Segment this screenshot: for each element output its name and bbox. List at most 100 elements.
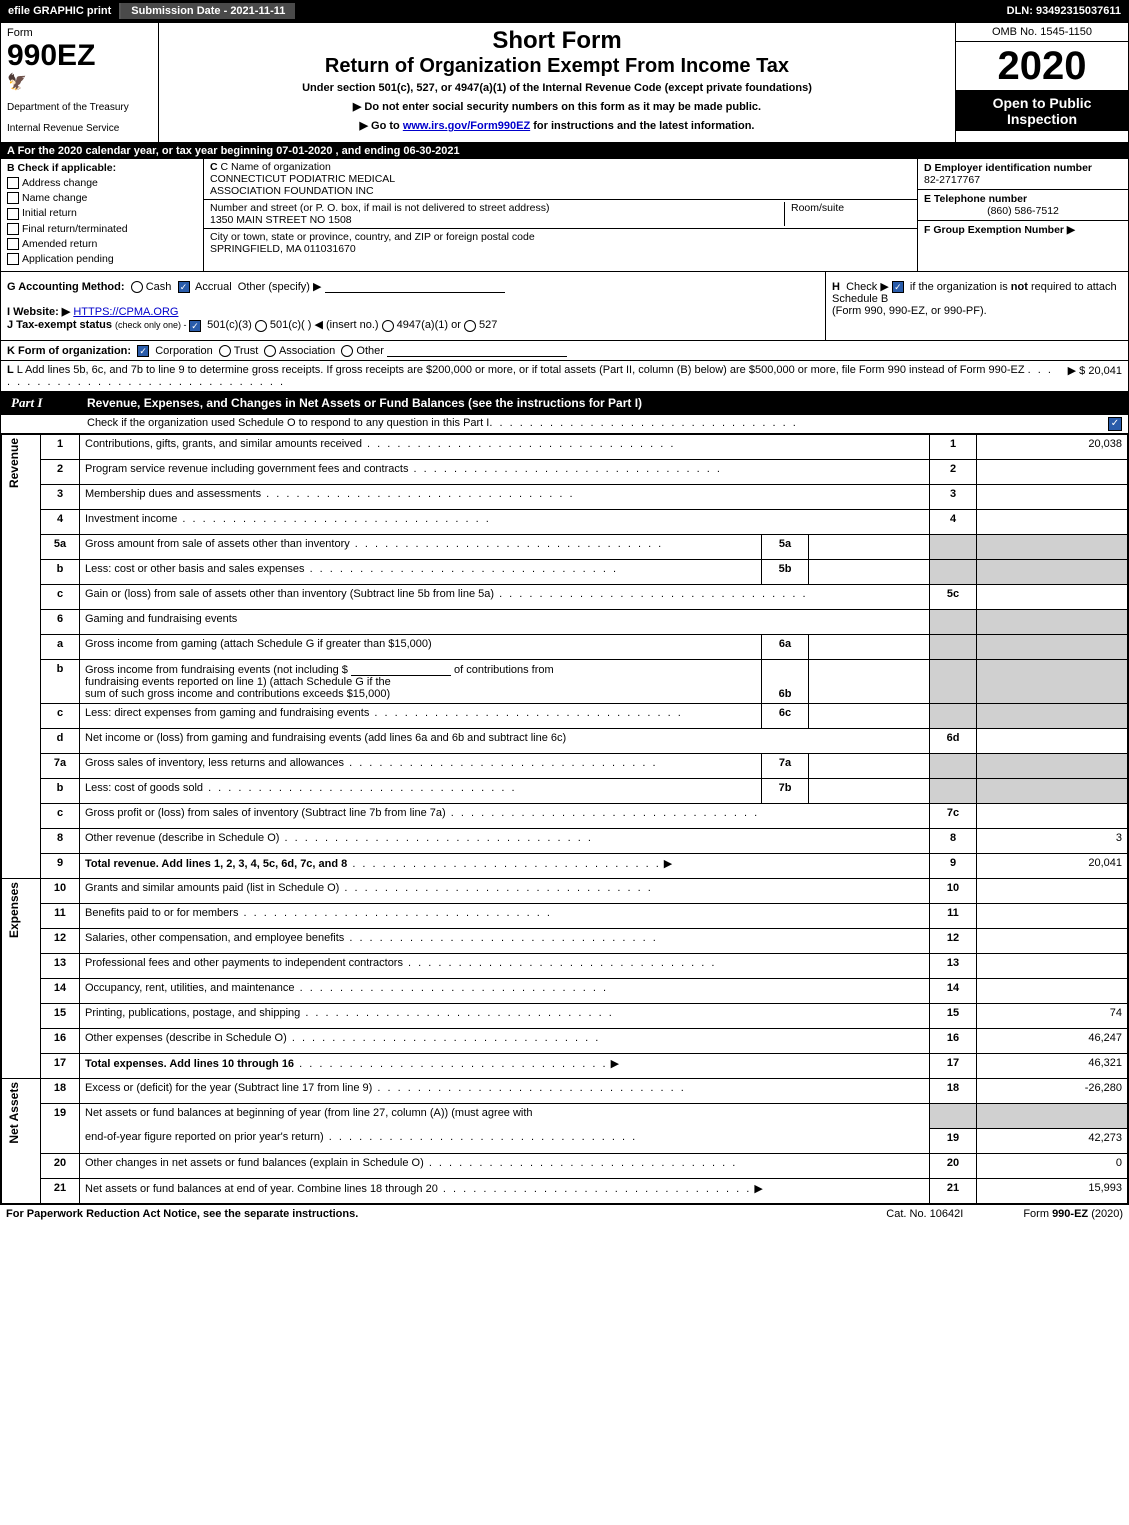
footer-left: For Paperwork Reduction Act Notice, see …: [6, 1208, 358, 1220]
chk-final-return[interactable]: Final return/terminated: [7, 223, 197, 235]
efile-print-label[interactable]: efile GRAPHIC print: [0, 3, 121, 19]
amt-6d: [977, 728, 1128, 753]
corp-label: Corporation: [155, 344, 212, 356]
line-8: 8 Other revenue (describe in Schedule O)…: [2, 828, 1128, 853]
lines-table: Revenue 1 Contributions, gifts, grants, …: [1, 434, 1128, 1204]
shade-amt-6c: [977, 703, 1128, 728]
radio-cash[interactable]: [131, 281, 143, 293]
chk-name-change[interactable]: Name change: [7, 192, 197, 204]
val-7b: [809, 778, 930, 803]
chk-trust[interactable]: [219, 345, 231, 357]
page-footer: For Paperwork Reduction Act Notice, see …: [0, 1205, 1129, 1223]
line-20: 20 Other changes in net assets or fund b…: [2, 1153, 1128, 1178]
sub-7a: 7a: [762, 753, 809, 778]
ln-17: 17: [41, 1053, 80, 1078]
shade-7a: [930, 753, 977, 778]
ln-19: 19: [41, 1103, 80, 1153]
chk-application-pending[interactable]: Application pending: [7, 253, 197, 265]
h-text4: (Form 990, 990-EZ, or 990-PF).: [832, 305, 987, 317]
501c-label: 501(c)( ) ◀ (insert no.): [267, 319, 382, 331]
desc-6d: Net income or (loss) from gaming and fun…: [85, 732, 566, 744]
num-6d: 6d: [930, 728, 977, 753]
chk-amended-return[interactable]: Amended return: [7, 238, 197, 250]
shade-amt-5a: [977, 534, 1128, 559]
desc-7a: Gross sales of inventory, less returns a…: [85, 757, 344, 769]
goto-suffix: for instructions and the latest informat…: [530, 120, 754, 132]
sub-6b: 6b: [762, 659, 809, 703]
desc-6a: Gross income from gaming (attach Schedul…: [85, 638, 432, 650]
e-label: E Telephone number: [924, 193, 1027, 205]
desc-11: Benefits paid to or for members: [85, 907, 238, 919]
shade-6b: [930, 659, 977, 703]
col-c: C C Name of organization CONNECTICUT POD…: [204, 159, 918, 271]
shade-amt-6: [977, 609, 1128, 634]
chk-other-org[interactable]: [341, 345, 353, 357]
line-11: 11 Benefits paid to or for members 11: [2, 903, 1128, 928]
j-label: J Tax-exempt status: [7, 319, 112, 331]
part-i-check-text: Check if the organization used Schedule …: [7, 417, 489, 431]
ein-value: 82-2717767: [924, 174, 980, 186]
chk-501c[interactable]: [255, 320, 267, 332]
shade-6c: [930, 703, 977, 728]
num-20: 20: [930, 1153, 977, 1178]
c-name-block: C C Name of organization CONNECTICUT POD…: [204, 159, 917, 200]
ln-16: 16: [41, 1028, 80, 1053]
6b-amount-field[interactable]: [351, 663, 451, 676]
footer-form-pre: Form: [1023, 1208, 1052, 1220]
chk-address-change[interactable]: Address change: [7, 177, 197, 189]
desc-19-1: Net assets or fund balances at beginning…: [80, 1103, 930, 1128]
tax-year: 2020: [956, 42, 1128, 91]
num-12: 12: [930, 928, 977, 953]
chk-initial-return[interactable]: Initial return: [7, 207, 197, 219]
other-label: Other (specify) ▶: [238, 281, 322, 293]
room-suite: Room/suite: [784, 202, 911, 226]
line-5c: c Gain or (loss) from sale of assets oth…: [2, 584, 1128, 609]
amt-9: 20,041: [977, 853, 1128, 878]
other-specify-field[interactable]: [325, 280, 505, 293]
desc-16: Other expenses (describe in Schedule O): [85, 1032, 287, 1044]
ln-1: 1: [41, 434, 80, 459]
num-14: 14: [930, 978, 977, 1003]
footer-catalog: Cat. No. 10642I: [886, 1208, 963, 1220]
net-assets-label: Net Assets: [7, 1082, 21, 1144]
amt-21: 15,993: [977, 1178, 1128, 1203]
h-text2: if the organization is: [910, 281, 1011, 293]
line-5a: 5a Gross amount from sale of assets othe…: [2, 534, 1128, 559]
short-form-title: Short Form: [165, 27, 949, 55]
chk-corporation[interactable]: ✓: [137, 345, 149, 357]
num-3: 3: [930, 484, 977, 509]
line-10: Expenses 10 Grants and similar amounts p…: [2, 878, 1128, 903]
irs-link[interactable]: www.irs.gov/Form990EZ: [403, 120, 530, 132]
chk-527[interactable]: [464, 320, 476, 332]
line-6b: b Gross income from fundraising events (…: [2, 659, 1128, 703]
omb-number: OMB No. 1545-1150: [956, 23, 1128, 42]
shade-6a: [930, 634, 977, 659]
amt-14: [977, 978, 1128, 1003]
desc-10: Grants and similar amounts paid (list in…: [85, 882, 339, 894]
chk-not-required[interactable]: ✓: [892, 281, 904, 293]
footer-form-no: 990-EZ: [1052, 1208, 1088, 1220]
chk-4947[interactable]: [382, 320, 394, 332]
line-19b: end-of-year figure reported on prior yea…: [2, 1128, 1128, 1153]
radio-accrual[interactable]: ✓: [178, 281, 190, 293]
desc-2: Program service revenue including govern…: [85, 463, 408, 475]
accrual-label: Accrual: [195, 281, 232, 293]
desc-21: Net assets or fund balances at end of ye…: [85, 1183, 438, 1195]
part-i-checkbox[interactable]: ✓: [1108, 417, 1122, 431]
desc-19-2: end-of-year figure reported on prior yea…: [85, 1131, 324, 1143]
goto-line: ▶ Go to www.irs.gov/Form990EZ for instru…: [165, 119, 949, 132]
phone-value: (860) 586-7512: [924, 205, 1122, 217]
part-i-title: Revenue, Expenses, and Changes in Net As…: [81, 393, 1128, 413]
revenue-label: Revenue: [7, 438, 21, 488]
form-label: Form: [7, 27, 152, 39]
amt-11: [977, 903, 1128, 928]
other-org-label: Other: [356, 344, 384, 356]
i-label: I Website: ▶: [7, 306, 70, 318]
other-org-field[interactable]: [387, 344, 567, 357]
part-i-header: Part I Revenue, Expenses, and Changes in…: [1, 392, 1128, 415]
chk-association[interactable]: [264, 345, 276, 357]
website-link[interactable]: HTTPS://CPMA.ORG: [73, 306, 178, 318]
line-1: Revenue 1 Contributions, gifts, grants, …: [2, 434, 1128, 459]
row-gh: G Accounting Method: Cash ✓ Accrual Othe…: [1, 272, 1128, 340]
chk-501c3[interactable]: ✓: [189, 320, 201, 332]
